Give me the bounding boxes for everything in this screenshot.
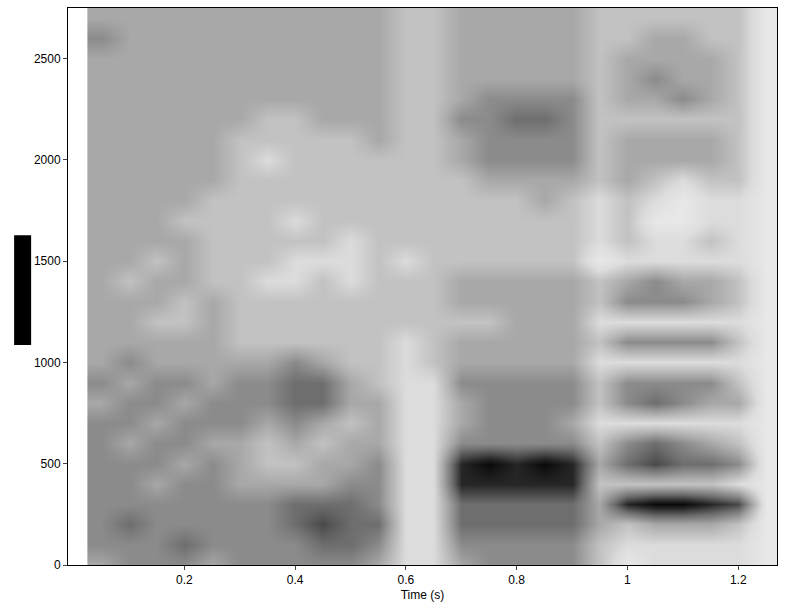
svg-text:1500: 1500 <box>34 254 61 268</box>
svg-text:2500: 2500 <box>34 52 61 66</box>
svg-text:1.2: 1.2 <box>730 573 747 587</box>
svg-text:2000: 2000 <box>34 153 61 167</box>
svg-text:0.2: 0.2 <box>176 573 193 587</box>
svg-text:0.6: 0.6 <box>398 573 415 587</box>
svg-text:0: 0 <box>54 558 61 572</box>
svg-text:1000: 1000 <box>34 356 61 370</box>
svg-text:Time (s): Time (s) <box>401 588 445 602</box>
svg-text:500: 500 <box>41 457 61 471</box>
svg-text:1: 1 <box>624 573 631 587</box>
svg-text:0.4: 0.4 <box>287 573 304 587</box>
svg-text:0.8: 0.8 <box>508 573 525 587</box>
